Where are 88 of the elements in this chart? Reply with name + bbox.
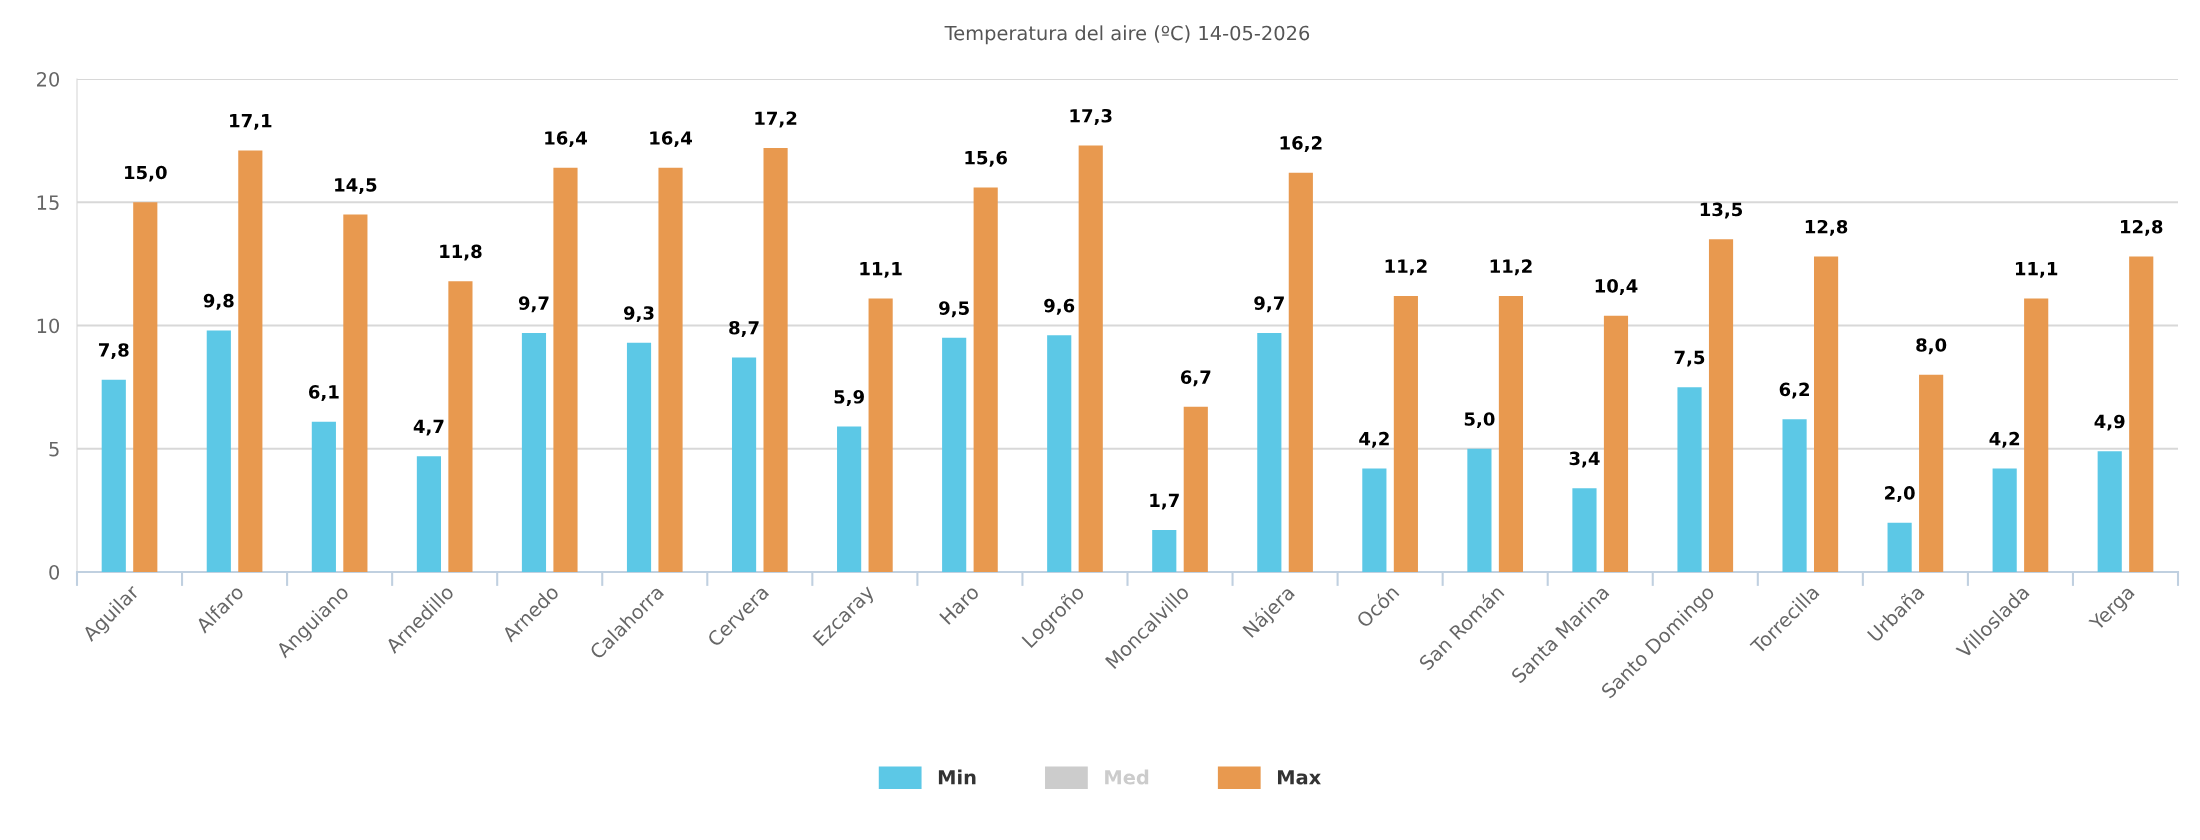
data-label: 5,9	[834, 389, 864, 406]
bar	[1257, 332, 1282, 572]
data-label: 11,1	[2015, 262, 2058, 278]
data-label: 3,4	[1569, 451, 1600, 468]
bar	[868, 298, 893, 572]
data-label: 7,8	[98, 343, 129, 360]
data-label: 16,4	[650, 131, 692, 148]
y-tick-label: 5	[49, 441, 59, 457]
bar	[2129, 256, 2154, 572]
bar	[1362, 468, 1387, 572]
bar	[626, 342, 652, 572]
bar	[942, 337, 967, 572]
bar	[343, 214, 368, 572]
bar	[448, 281, 473, 572]
data-label: 17,3	[1070, 108, 1112, 125]
data-label: 11,8	[440, 244, 482, 261]
bar	[553, 167, 578, 572]
bar	[1152, 530, 1177, 572]
data-label: 15,0	[125, 165, 167, 182]
y-tick-label: 10	[37, 318, 60, 334]
bar	[311, 421, 336, 572]
data-label: 6,2	[1779, 382, 1809, 399]
data-label: 10,4	[1595, 279, 1638, 296]
data-label: 11,1	[860, 262, 902, 278]
bar	[1572, 488, 1597, 572]
bar	[521, 332, 547, 572]
bar	[101, 379, 126, 572]
bar	[416, 456, 441, 572]
y-tick-label: 15	[37, 195, 59, 210]
data-label: 4,2	[1359, 431, 1389, 448]
bar	[973, 187, 998, 572]
data-label: 9,3	[623, 306, 654, 323]
chart-title: Temperatura del aire (ºC) 14-05-2026	[944, 25, 1310, 45]
bar	[731, 357, 757, 572]
data-label: 8,7	[729, 320, 759, 337]
data-label: 9,7	[518, 296, 549, 313]
data-label: 9,7	[1254, 296, 1284, 313]
bar	[1288, 172, 1313, 572]
data-label: 11,2	[1385, 259, 1427, 276]
bar	[1919, 374, 1944, 572]
data-label: 12,8	[2121, 219, 2163, 236]
data-label: 4,7	[413, 419, 444, 436]
bar	[133, 202, 158, 572]
data-label: 11,2	[1490, 259, 1532, 276]
bar	[1814, 256, 1839, 572]
data-label: 9,5	[939, 301, 969, 318]
data-label: 17,1	[230, 114, 272, 130]
data-label: 7,5	[1674, 350, 1705, 367]
data-label: 8,0	[1916, 338, 1947, 355]
bar	[206, 330, 231, 572]
bar	[1393, 295, 1418, 572]
bar	[238, 150, 263, 572]
data-label: 9,6	[1044, 298, 1075, 315]
bar	[1677, 387, 1702, 572]
bar	[837, 426, 862, 572]
legend-label: Max	[1277, 770, 1321, 785]
data-label: 6,7	[1180, 370, 1211, 387]
data-label: 9,8	[203, 293, 234, 310]
data-label: 1,7	[1150, 493, 1179, 510]
data-label: 5,0	[1464, 412, 1495, 429]
bar	[1992, 468, 2017, 572]
data-label: 2,0	[1885, 486, 1915, 503]
data-label: 13,5	[1700, 202, 1743, 219]
bar	[2097, 451, 2122, 572]
data-label: 16,4	[545, 131, 587, 148]
bar	[1887, 522, 1912, 572]
data-label: 4,2	[1989, 431, 2020, 448]
bar	[763, 148, 788, 572]
bar	[1183, 406, 1208, 572]
bar	[1782, 419, 1807, 572]
bar	[1708, 239, 1734, 572]
bar	[1498, 295, 1524, 572]
y-tick-label: 0	[49, 564, 60, 580]
legend-label: Min	[938, 769, 976, 785]
data-label: 12,8	[1805, 219, 1848, 236]
bar	[1603, 315, 1629, 572]
data-label: 17,2	[755, 111, 797, 128]
data-label: 4,9	[2094, 414, 2125, 431]
data-label: 15,6	[965, 150, 1007, 167]
bar	[658, 167, 683, 572]
y-tick-label: 20	[37, 71, 60, 87]
data-label: 14,5	[335, 178, 377, 194]
bar	[2024, 298, 2049, 572]
bar	[1078, 145, 1103, 572]
data-label: 6,1	[309, 385, 339, 401]
bar	[1467, 448, 1492, 572]
data-label: 16,2	[1280, 136, 1322, 153]
bar	[1047, 335, 1072, 572]
